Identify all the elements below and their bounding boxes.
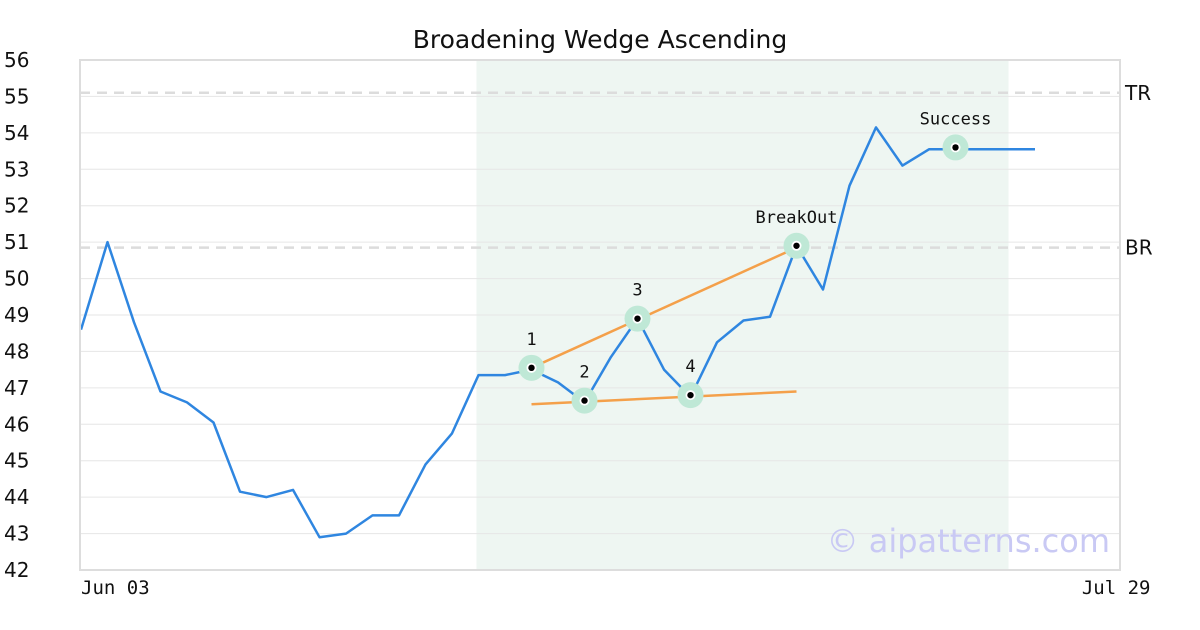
y-tick-label: 52 [4, 194, 29, 218]
reference-line-label: BR [1125, 236, 1153, 260]
y-tick-label: 56 [4, 48, 29, 72]
x-tick-label: Jul 29 [1082, 577, 1151, 599]
y-tick-label: 53 [4, 157, 29, 181]
y-tick-label: 45 [4, 449, 29, 473]
y-tick-label: 48 [4, 339, 29, 363]
plot-frame [79, 59, 1121, 571]
trendline [530, 246, 798, 369]
reference-lines: TR BR [80, 81, 1153, 260]
marker-label: Success [920, 109, 992, 129]
y-tick-label: 54 [4, 121, 29, 145]
y-tick-label: 49 [4, 303, 29, 327]
x-tick-label: Jun 03 [81, 577, 150, 599]
marker-label: 3 [632, 281, 642, 301]
price-line [79, 126, 1035, 539]
y-tick-label: 46 [4, 412, 29, 436]
y-tick-label: 47 [4, 376, 29, 400]
x-axis-ticks: Jun 03 Jul 29 [81, 577, 1151, 599]
marker-dot [528, 364, 535, 372]
marker-label: 4 [685, 357, 695, 377]
chart-title: Broadening Wedge Ascending [413, 25, 788, 54]
watermark: © aipatterns.com [827, 522, 1110, 560]
marker-dot [793, 242, 800, 249]
y-tick-label: 50 [4, 267, 29, 291]
y-tick-label: 42 [4, 558, 29, 582]
y-tick-label: 55 [4, 84, 29, 108]
y-axis-ticks: 42 43 44 45 46 47 48 49 50 51 52 53 54 55 56 [4, 48, 29, 582]
y-tick-label: 43 [4, 522, 29, 546]
marker-dot [634, 315, 641, 322]
marker-label: BreakOut [756, 208, 838, 228]
y-tick-label: 44 [4, 485, 29, 509]
marker-dot [687, 391, 694, 399]
y-tick-label: 51 [4, 230, 29, 254]
marker-dot [581, 397, 588, 404]
marker-label: 1 [526, 330, 536, 350]
reference-line-label: TR [1124, 81, 1151, 105]
price-series [79, 126, 1035, 539]
marker-dot [952, 144, 959, 151]
marker-label: 2 [579, 363, 589, 383]
pattern-markers: 1 2 3 4 BreakOut Success [518, 109, 992, 414]
